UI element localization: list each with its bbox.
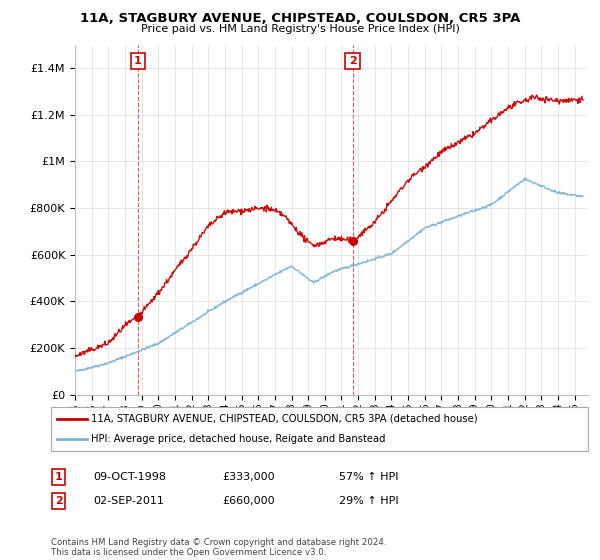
Text: Price paid vs. HM Land Registry's House Price Index (HPI): Price paid vs. HM Land Registry's House … (140, 24, 460, 34)
Text: Contains HM Land Registry data © Crown copyright and database right 2024.
This d: Contains HM Land Registry data © Crown c… (51, 538, 386, 557)
Text: 2: 2 (55, 496, 62, 506)
Text: £333,000: £333,000 (222, 472, 275, 482)
Text: £660,000: £660,000 (222, 496, 275, 506)
Text: 1: 1 (55, 472, 62, 482)
Text: 09-OCT-1998: 09-OCT-1998 (93, 472, 166, 482)
Text: 2: 2 (349, 56, 356, 66)
Text: 11A, STAGBURY AVENUE, CHIPSTEAD, COULSDON, CR5 3PA: 11A, STAGBURY AVENUE, CHIPSTEAD, COULSDO… (80, 12, 520, 25)
Text: 29% ↑ HPI: 29% ↑ HPI (339, 496, 398, 506)
Text: 1: 1 (134, 56, 142, 66)
Text: 57% ↑ HPI: 57% ↑ HPI (339, 472, 398, 482)
Text: 11A, STAGBURY AVENUE, CHIPSTEAD, COULSDON, CR5 3PA (detached house): 11A, STAGBURY AVENUE, CHIPSTEAD, COULSDO… (91, 414, 478, 424)
Text: HPI: Average price, detached house, Reigate and Banstead: HPI: Average price, detached house, Reig… (91, 434, 386, 444)
Text: 02-SEP-2011: 02-SEP-2011 (93, 496, 164, 506)
